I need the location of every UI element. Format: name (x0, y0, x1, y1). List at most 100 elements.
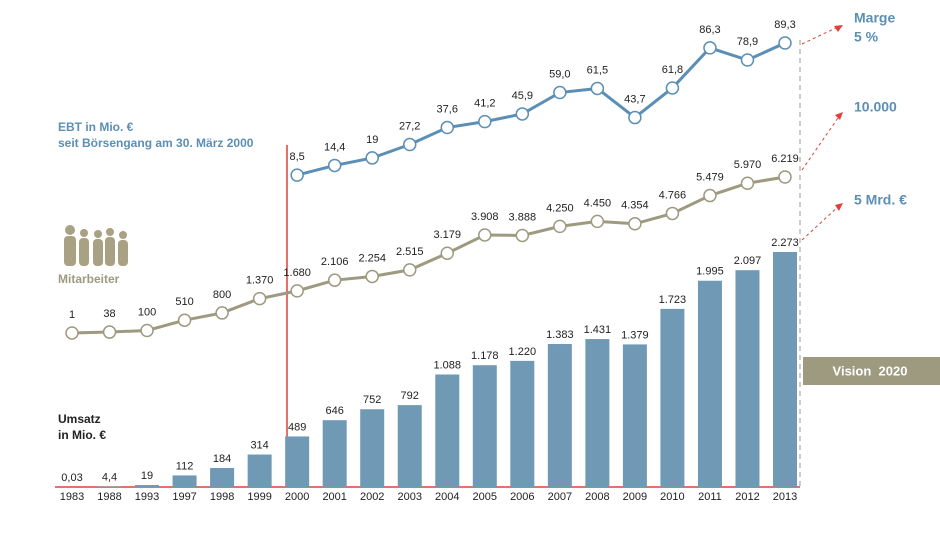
x-tick-label: 1997 (172, 491, 196, 503)
point (402, 137, 417, 152)
point-label: 4.766 (659, 189, 687, 201)
point-label: 6.219 (771, 153, 799, 165)
point-label: 41,2 (474, 98, 495, 110)
bar-label: 0,03 (61, 472, 82, 484)
x-tick-label: 1999 (247, 491, 271, 503)
bar (135, 485, 160, 487)
x-tick-label: 1988 (97, 491, 121, 503)
point-label: 78,9 (737, 36, 758, 48)
point (778, 36, 792, 50)
point-label: 3.908 (471, 211, 499, 223)
point (365, 269, 379, 284)
bar (247, 454, 272, 487)
bar (397, 405, 422, 487)
bar (360, 409, 385, 487)
point (590, 81, 605, 96)
target-label: Marge (854, 10, 895, 26)
point (628, 217, 642, 231)
ebt-title: EBT in Mio. € (58, 120, 134, 134)
point-label: 89,3 (774, 19, 795, 31)
point-label: 27,2 (399, 120, 420, 132)
point (365, 151, 379, 165)
point (665, 81, 680, 95)
bar-label: 1.723 (659, 294, 687, 306)
point (140, 323, 154, 338)
x-tick-label: 1983 (60, 491, 84, 503)
point-label: 2.106 (321, 256, 349, 268)
bar-label: 1.220 (509, 346, 537, 358)
point (553, 219, 567, 234)
target-arrows (801, 25, 841, 241)
people-icon (64, 225, 128, 266)
bar (547, 344, 572, 487)
bar (472, 365, 497, 487)
point-label: 38 (103, 308, 115, 320)
bar-label: 1.995 (696, 266, 724, 278)
x-tick-label: 2004 (435, 491, 459, 503)
bar (735, 270, 760, 487)
bar-label: 646 (326, 405, 344, 417)
point-label: 4.450 (584, 197, 612, 209)
point (778, 170, 792, 184)
x-tick-label: 2008 (585, 491, 609, 503)
point-label: 100 (138, 306, 156, 318)
point-label: 510 (175, 296, 193, 308)
point-label: 43,7 (624, 93, 645, 105)
arrow-heads (834, 25, 843, 211)
point (665, 206, 680, 221)
bar (622, 344, 647, 487)
bar (210, 467, 235, 487)
point (327, 158, 342, 173)
x-tick-label: 2010 (660, 491, 684, 503)
point-label: 37,6 (437, 103, 458, 115)
bar-label: 1.383 (546, 329, 574, 341)
point-label: 1 (69, 309, 75, 321)
point-label: 45,9 (512, 90, 533, 102)
point (703, 41, 717, 55)
bar-label: 4,4 (102, 471, 117, 483)
x-tick-label: 2001 (322, 491, 346, 503)
point-label: 1.370 (246, 275, 274, 287)
bar-label: 792 (401, 390, 419, 402)
ebt-subtitle: seit Börsengang am 30. März 2000 (58, 136, 254, 150)
point-label: 1.680 (283, 267, 311, 279)
bar (773, 252, 797, 487)
point-label: 2.254 (358, 252, 386, 264)
point (327, 273, 342, 287)
x-tick-label: 2012 (735, 491, 759, 503)
bar-label: 752 (363, 394, 381, 406)
point-label: 8,5 (290, 151, 305, 163)
bar-label: 1.088 (433, 359, 461, 371)
point-label: 5.479 (696, 171, 724, 183)
point-label: 5.970 (734, 159, 762, 171)
point (215, 306, 229, 320)
point (703, 188, 717, 203)
point-label: 61,8 (662, 64, 683, 76)
vision-box (803, 357, 940, 385)
point (402, 263, 417, 277)
point-label: 4.354 (621, 200, 649, 212)
bar (172, 475, 197, 487)
point-label: 61,5 (587, 64, 608, 76)
bar (510, 360, 535, 487)
x-tick-label: 1993 (135, 491, 159, 503)
x-tick-label: 2007 (548, 491, 572, 503)
point-label: 4.250 (546, 202, 574, 214)
x-tick-label: 2011 (698, 491, 722, 503)
bar-label: 184 (213, 453, 231, 465)
point (440, 120, 455, 135)
point-label: 2.515 (396, 246, 424, 258)
bar-label: 19 (141, 470, 153, 482)
point (740, 176, 755, 190)
bar (435, 374, 460, 487)
point-label: 86,3 (699, 24, 720, 36)
x-tick-label: 1998 (210, 491, 234, 503)
bar-label: 1.178 (471, 350, 499, 362)
bar (660, 308, 685, 487)
point-label: 14,4 (324, 141, 345, 153)
target-label: 10.000 (854, 99, 897, 115)
point (440, 246, 455, 261)
point-label: 59,0 (549, 68, 570, 80)
target-sub: 5 % (854, 29, 879, 45)
